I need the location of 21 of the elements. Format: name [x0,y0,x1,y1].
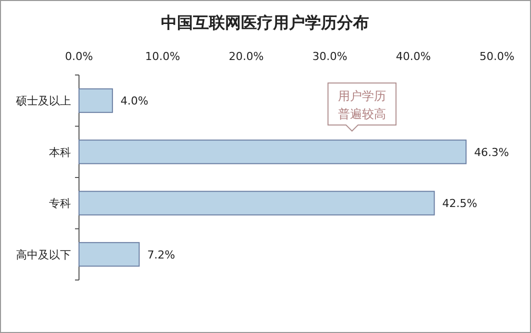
bar [78,242,140,267]
y-tick-label: 高中及以下 [16,248,71,262]
x-tick-label: 30.0% [312,50,348,63]
bar [78,190,435,216]
data-label: 42.5% [442,197,478,210]
callout-box: 用户学历普遍较高 [328,82,396,132]
data-label: 4.0% [120,94,148,108]
chart-title: 中国互联网医疗用户学历分布 [161,13,369,32]
bar [78,140,467,164]
data-label: 46.3% [474,146,510,159]
bar [78,88,113,113]
x-tick-label: 50.0% [480,50,514,63]
data-label: 7.2% [147,248,176,262]
annotation: 用户学历普遍较高 [338,89,386,121]
x-tick-label: 20.0% [228,50,264,63]
x-tick-label: 40.0% [396,50,431,63]
x-tick-label: 0.0% [65,50,93,63]
x-tick-label: 10.0% [145,50,180,63]
y-tick-label: 硕士及以上 [15,94,71,108]
y-tick-label: 本科 [49,146,71,159]
y-tick-label: 专科 [49,197,71,210]
